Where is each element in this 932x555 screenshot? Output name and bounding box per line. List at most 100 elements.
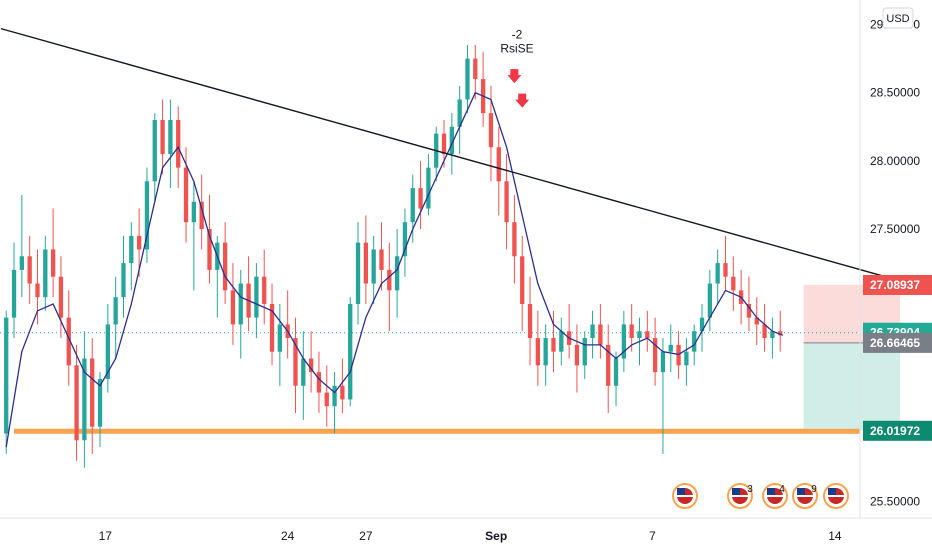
candle-bodies-group <box>4 58 783 441</box>
candle-body <box>512 222 517 257</box>
candle-body <box>754 317 759 325</box>
candle-body <box>379 249 384 270</box>
candle-body <box>637 331 642 339</box>
candle-body <box>676 344 681 366</box>
event-flag-stripe <box>797 495 813 497</box>
sell-signal-arrow <box>515 93 530 108</box>
event-count-label: 3 <box>747 484 753 495</box>
reference-lines-group <box>0 332 860 434</box>
event-flag-stripe <box>732 495 748 497</box>
candle-body <box>82 358 87 441</box>
candle-body <box>11 269 17 318</box>
x-tick-label: Sep <box>485 529 507 543</box>
candle-body <box>269 303 275 352</box>
candle-body <box>410 188 415 223</box>
candle-body <box>129 235 134 264</box>
event-flag-icon[interactable] <box>823 483 849 509</box>
y-tick-label: 28.50000 <box>870 86 920 100</box>
candle-body <box>222 242 228 291</box>
candle-body <box>144 181 150 250</box>
x-axis: 172427Sep71421 <box>0 517 932 543</box>
x-tick-label: 7 <box>649 529 656 543</box>
event-flag-stripe <box>677 495 693 497</box>
candle-body <box>418 188 423 209</box>
candle-body <box>613 358 619 386</box>
candle-body <box>449 126 454 155</box>
support-line[interactable] <box>14 428 860 434</box>
annotation-count: -2 <box>512 28 523 42</box>
candle-body <box>50 249 56 277</box>
candle-body <box>457 99 462 127</box>
candle-body <box>504 181 509 223</box>
candle-body <box>35 283 40 298</box>
candle-body <box>277 324 282 352</box>
event-flag-canton <box>732 488 740 495</box>
candle-body <box>340 385 345 400</box>
event-count-label: 4 <box>779 484 785 495</box>
candle-body <box>559 331 564 352</box>
event-icons-group[interactable]: 3 4 9 <box>672 483 849 509</box>
candle-body <box>136 235 142 250</box>
y-tick-label: 27.50000 <box>870 222 920 236</box>
position-box-reward[interactable] <box>803 342 901 431</box>
x-tick-label: 17 <box>99 529 113 543</box>
currency-button[interactable]: USD <box>882 7 914 29</box>
event-flag-icon[interactable] <box>762 483 788 509</box>
candle-body <box>394 256 400 291</box>
trendline-group[interactable] <box>0 27 901 282</box>
x-tick-label: 24 <box>281 529 295 543</box>
candle-body <box>199 201 204 230</box>
candle-body <box>778 331 783 336</box>
candle-body <box>402 222 408 257</box>
candle-body <box>699 317 705 332</box>
candle-body <box>254 276 259 318</box>
trendline[interactable] <box>0 27 901 282</box>
event-flag-canton <box>767 488 775 495</box>
candle-body <box>293 338 298 386</box>
price-tag-target: 27.08937 <box>863 274 932 295</box>
candle-body <box>105 324 110 379</box>
candle-body <box>543 338 548 366</box>
price-tag-text: 26.01972 <box>870 424 920 438</box>
candle-body <box>535 338 540 366</box>
candle-body <box>355 242 361 304</box>
candle-body <box>301 358 306 386</box>
event-flag-icon[interactable] <box>672 483 698 509</box>
candle-body <box>4 317 9 434</box>
y-tick-label: 28.00000 <box>870 154 920 168</box>
currency-label: USD <box>886 13 909 25</box>
candle-body <box>621 324 626 359</box>
candle-body <box>473 58 478 80</box>
candle-body <box>441 133 447 155</box>
candle-body <box>58 276 64 318</box>
candle-body <box>746 303 752 318</box>
candle-body <box>496 147 501 182</box>
position-box-group[interactable] <box>803 284 901 431</box>
candle-body <box>606 344 611 386</box>
event-flag-canton <box>797 488 805 495</box>
candle-body <box>426 167 431 209</box>
price-tag-support: 26.01972 <box>863 420 932 441</box>
candle-body <box>668 344 673 352</box>
candle-body <box>715 263 720 284</box>
candle-body <box>387 269 392 291</box>
candle-body <box>371 249 376 284</box>
sell-signal-arrow <box>507 69 522 84</box>
event-flag-canton <box>677 488 685 495</box>
candle-body <box>332 385 337 407</box>
candle-body <box>19 256 24 270</box>
annotation-group: -2 RsiSE <box>500 28 534 108</box>
candle-body <box>598 324 603 345</box>
candle-body <box>590 324 595 339</box>
candle-body <box>43 249 48 298</box>
event-flag-icon[interactable] <box>792 483 818 509</box>
candle-body <box>692 331 697 352</box>
candle-body <box>527 303 533 339</box>
event-flag-icon[interactable] <box>727 483 753 509</box>
candle-body <box>645 331 650 339</box>
candle-body <box>652 338 658 373</box>
moving-average-group <box>5 91 784 448</box>
candle-body <box>160 119 165 155</box>
candle-body <box>762 324 767 339</box>
